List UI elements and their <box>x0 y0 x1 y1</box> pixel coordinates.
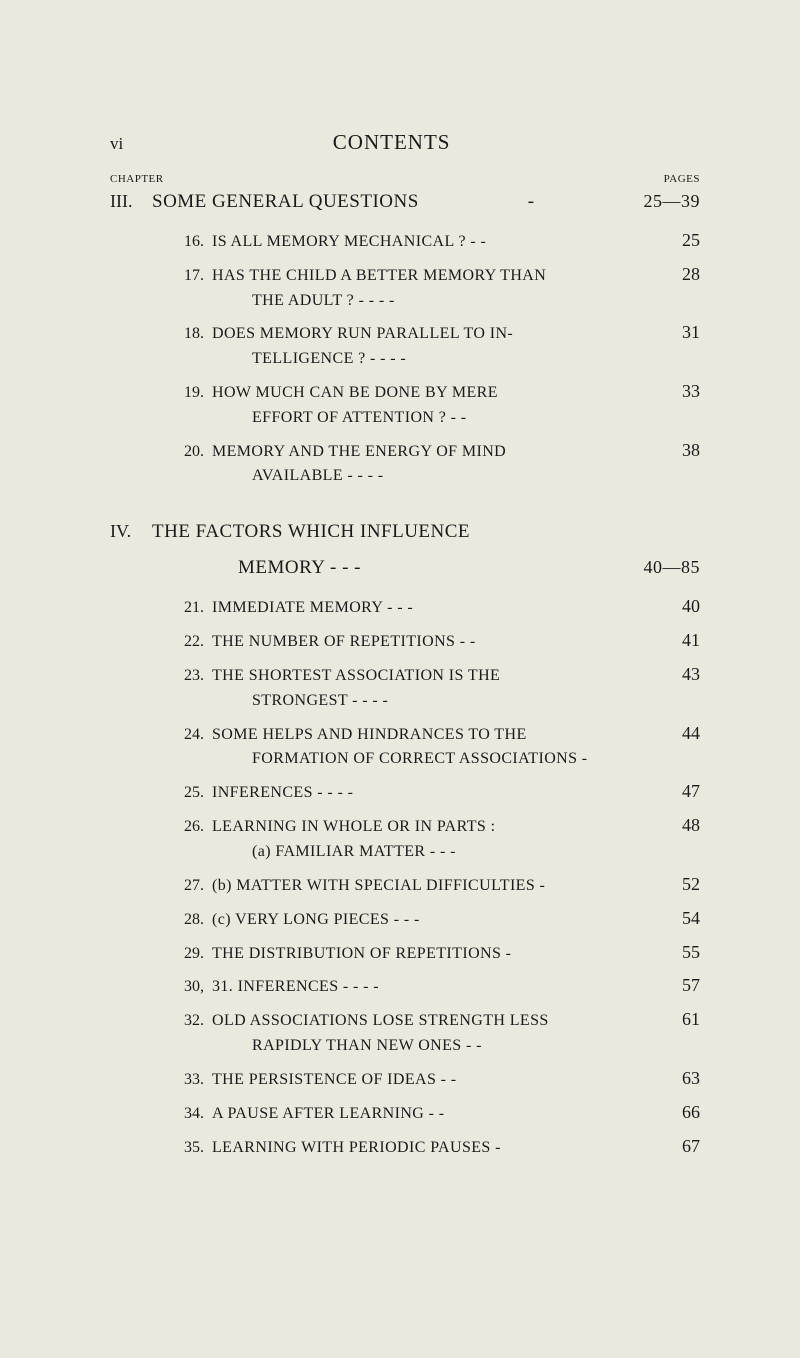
chapter-column-label: CHAPTER <box>110 173 164 185</box>
item-text: OLD ASSOCIATIONS LOSE STRENGTH LESS RAPI… <box>212 1009 652 1059</box>
toc-item: 34. A PAUSE AFTER LEARNING - - 66 <box>110 1099 700 1127</box>
toc-item: 33. THE PERSISTENCE OF IDEAS - - 63 <box>110 1065 700 1093</box>
chapter-title-text: THE FACTORS WHICH INFLUENCE <box>152 521 470 542</box>
item-number: 29. <box>170 942 212 967</box>
page-container: vi CONTENTS CHAPTER PAGES III. SOME GENE… <box>0 0 800 1273</box>
chapter-block: III. SOME GENERAL QUESTIONS - 25—39 16. … <box>110 191 700 489</box>
item-number: 28. <box>170 908 212 933</box>
item-number: 16. <box>170 230 212 255</box>
toc-item: 17. HAS THE CHILD A BETTER MEMORY THAN T… <box>110 261 700 314</box>
item-page: 63 <box>652 1065 700 1093</box>
contents-heading: CONTENTS <box>123 130 660 155</box>
chapter-page-range: 40—85 <box>644 557 701 579</box>
item-page: 38 <box>652 437 700 465</box>
item-text: MEMORY AND THE ENERGY OF MIND AVAILABLE … <box>212 440 652 490</box>
item-page: 67 <box>652 1133 700 1161</box>
item-number: 22. <box>170 630 212 655</box>
item-page: 61 <box>652 1006 700 1034</box>
item-number: 21. <box>170 596 212 621</box>
item-page: 54 <box>652 905 700 933</box>
chapter-title-text: SOME GENERAL QUESTIONS <box>152 191 419 213</box>
item-page: 52 <box>652 871 700 899</box>
chapter-title-continuation: MEMORY - - - 40—85 <box>110 557 700 579</box>
chapter-title-cont-text: MEMORY - - - <box>238 557 361 579</box>
item-number: 18. <box>170 322 212 347</box>
pages-column-label: PAGES <box>664 173 700 185</box>
item-text: 31. INFERENCES - - - - <box>212 975 652 1000</box>
item-text: SOME HELPS AND HINDRANCES TO THE FORMATI… <box>212 723 652 773</box>
toc-item: 26. LEARNING IN WHOLE OR IN PARTS : (a) … <box>110 812 700 865</box>
item-page: 57 <box>652 972 700 1000</box>
toc-item: 16. IS ALL MEMORY MECHANICAL ? - - 25 <box>110 227 700 255</box>
item-number: 25. <box>170 781 212 806</box>
chapter-title: THE FACTORS WHICH INFLUENCE <box>152 521 700 543</box>
toc-item: 25. INFERENCES - - - - 47 <box>110 778 700 806</box>
item-number: 26. <box>170 815 212 840</box>
item-page: 47 <box>652 778 700 806</box>
item-number: 33. <box>170 1068 212 1093</box>
item-number: 27. <box>170 874 212 899</box>
toc-item: 28. (c) VERY LONG PIECES - - - 54 <box>110 905 700 933</box>
item-text: DOES MEMORY RUN PARALLEL TO IN- TELLIGEN… <box>212 322 652 372</box>
item-page: 31 <box>652 319 700 347</box>
column-headers: CHAPTER PAGES <box>110 173 700 185</box>
page-number: vi <box>110 134 123 154</box>
item-page: 41 <box>652 627 700 655</box>
item-number: 20. <box>170 440 212 465</box>
page-header: vi CONTENTS <box>110 130 700 155</box>
toc-item: 22. THE NUMBER OF REPETITIONS - - 41 <box>110 627 700 655</box>
item-page: 25 <box>652 227 700 255</box>
toc-item: 20. MEMORY AND THE ENERGY OF MIND AVAILA… <box>110 437 700 490</box>
item-text: A PAUSE AFTER LEARNING - - <box>212 1102 652 1127</box>
item-number: 35. <box>170 1136 212 1161</box>
item-text: THE DISTRIBUTION OF REPETITIONS - <box>212 942 652 967</box>
toc-item: 30, 31. INFERENCES - - - - 57 <box>110 972 700 1000</box>
item-number: 32. <box>170 1009 212 1034</box>
item-number: 17. <box>170 264 212 289</box>
leader-dash: - <box>500 191 563 213</box>
item-page: 55 <box>652 939 700 967</box>
chapter-page-range: 25—39 <box>644 191 701 212</box>
item-text: IMMEDIATE MEMORY - - - <box>212 596 652 621</box>
item-text: (c) VERY LONG PIECES - - - <box>212 908 652 933</box>
toc-item: 35. LEARNING WITH PERIODIC PAUSES - 67 <box>110 1133 700 1161</box>
item-text: LEARNING WITH PERIODIC PAUSES - <box>212 1136 652 1161</box>
toc-item: 32. OLD ASSOCIATIONS LOSE STRENGTH LESS … <box>110 1006 700 1059</box>
item-page: 33 <box>652 378 700 406</box>
item-text: IS ALL MEMORY MECHANICAL ? - - <box>212 230 652 255</box>
item-page: 44 <box>652 720 700 748</box>
chapter-title-row: III. SOME GENERAL QUESTIONS - 25—39 <box>110 191 700 213</box>
item-number: 30, <box>170 975 212 1000</box>
item-page: 40 <box>652 593 700 621</box>
toc-item: 19. HOW MUCH CAN BE DONE BY MERE EFFORT … <box>110 378 700 431</box>
chapter-block: IV. THE FACTORS WHICH INFLUENCE MEMORY -… <box>110 521 700 1160</box>
item-page: 48 <box>652 812 700 840</box>
chapter-title-row: IV. THE FACTORS WHICH INFLUENCE <box>110 521 700 543</box>
item-page: 43 <box>652 661 700 689</box>
chapter-numeral: IV. <box>110 521 152 542</box>
toc-item: 29. THE DISTRIBUTION OF REPETITIONS - 55 <box>110 939 700 967</box>
toc-item: 18. DOES MEMORY RUN PARALLEL TO IN- TELL… <box>110 319 700 372</box>
item-number: 24. <box>170 723 212 748</box>
chapter-numeral: III. <box>110 191 152 212</box>
toc-item: 27. (b) MATTER WITH SPECIAL DIFFICULTIES… <box>110 871 700 899</box>
item-text: THE NUMBER OF REPETITIONS - - <box>212 630 652 655</box>
item-page: 28 <box>652 261 700 289</box>
item-text: HOW MUCH CAN BE DONE BY MERE EFFORT OF A… <box>212 381 652 431</box>
item-text: THE PERSISTENCE OF IDEAS - - <box>212 1068 652 1093</box>
toc-item: 24. SOME HELPS AND HINDRANCES TO THE FOR… <box>110 720 700 773</box>
toc-item: 21. IMMEDIATE MEMORY - - - 40 <box>110 593 700 621</box>
item-text: (b) MATTER WITH SPECIAL DIFFICULTIES - <box>212 874 652 899</box>
item-text: LEARNING IN WHOLE OR IN PARTS : (a) FAMI… <box>212 815 652 865</box>
item-text: THE SHORTEST ASSOCIATION IS THE STRONGES… <box>212 664 652 714</box>
item-number: 19. <box>170 381 212 406</box>
chapter-title: SOME GENERAL QUESTIONS - 25—39 <box>152 191 700 213</box>
item-page: 66 <box>652 1099 700 1127</box>
item-number: 34. <box>170 1102 212 1127</box>
item-text: HAS THE CHILD A BETTER MEMORY THAN THE A… <box>212 264 652 314</box>
toc-item: 23. THE SHORTEST ASSOCIATION IS THE STRO… <box>110 661 700 714</box>
item-number: 23. <box>170 664 212 689</box>
item-text: INFERENCES - - - - <box>212 781 652 806</box>
